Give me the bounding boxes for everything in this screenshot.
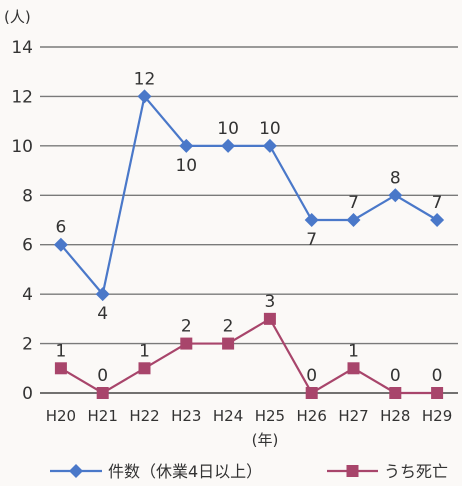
x-axis-unit-label: (年) [252, 431, 279, 449]
legend: 件数（休業4日以上） うち死亡 [50, 462, 448, 481]
data-point-diamond [137, 89, 152, 104]
legend-label: うち死亡 [384, 462, 448, 481]
y-tick-label: 4 [22, 285, 33, 305]
data-point-square [222, 337, 235, 350]
data-point-diamond [346, 213, 361, 227]
x-tick-label: H21 [88, 407, 118, 425]
y-tick-label: 10 [11, 137, 33, 157]
x-tick-label: H23 [171, 407, 201, 425]
data-label: 7 [432, 193, 443, 213]
data-label: 4 [97, 304, 108, 324]
data-label: 2 [223, 317, 234, 337]
data-point-diamond [430, 213, 445, 227]
data-point-diamond [221, 138, 236, 153]
x-tick-label: H29 [422, 407, 452, 425]
data-point-diamond [262, 138, 277, 153]
data-point-diamond [304, 213, 319, 227]
y-axis-unit-label: (人) [4, 8, 31, 26]
data-label: 0 [97, 366, 108, 386]
x-tick-label: H28 [380, 407, 410, 425]
data-label: 12 [134, 69, 156, 89]
data-label: 3 [264, 292, 275, 312]
data-label: 2 [181, 317, 192, 337]
data-point-square [263, 312, 276, 325]
series-1: 6 4 12 10 10 10 7 7 8 7 [53, 69, 445, 324]
data-label: 7 [348, 193, 359, 213]
data-label: 7 [306, 230, 317, 250]
y-tick-label: 12 [11, 87, 33, 107]
data-point-square [347, 362, 360, 375]
x-axis-ticks: H20 H21 H22 H23 H24 H25 H26 H27 H28 H29 [46, 407, 453, 425]
x-tick-label: H26 [297, 407, 327, 425]
y-tick-label: 8 [22, 186, 33, 206]
x-tick-label: H25 [255, 407, 285, 425]
data-point-diamond [179, 138, 194, 153]
data-point-square [389, 387, 402, 399]
data-point-diamond [388, 188, 403, 203]
data-point-square [305, 387, 318, 399]
x-tick-label: H24 [213, 407, 243, 425]
y-tick-label: 6 [22, 236, 33, 256]
gridlines [40, 46, 458, 394]
x-tick-label: H22 [129, 407, 159, 425]
data-point-square [96, 387, 109, 399]
data-point-square [138, 362, 151, 375]
data-label: 1 [55, 341, 66, 361]
x-tick-label: H27 [338, 407, 368, 425]
data-label: 0 [432, 366, 443, 386]
data-point-square [431, 387, 444, 399]
data-label: 10 [175, 156, 197, 176]
y-tick-label: 0 [22, 384, 33, 404]
x-tick-label: H20 [46, 407, 76, 425]
data-label: 10 [217, 119, 239, 139]
legend-item-2: うち死亡 [327, 462, 448, 481]
data-label: 0 [390, 366, 401, 386]
series-line [60, 317, 438, 395]
data-point-diamond [53, 237, 68, 252]
data-label: 10 [259, 119, 281, 139]
data-label: 8 [390, 168, 401, 188]
data-point-square [54, 362, 67, 375]
legend-item-1: 件数（休業4日以上） [50, 462, 262, 481]
y-axis-ticks: 0 2 4 6 8 10 12 14 [11, 38, 33, 404]
y-tick-label: 2 [22, 335, 33, 355]
legend-marker-diamond [69, 464, 83, 478]
data-point-square [180, 337, 193, 350]
legend-label: 件数（休業4日以上） [108, 462, 262, 481]
data-label: 1 [139, 341, 150, 361]
data-label: 0 [306, 366, 317, 386]
y-tick-label: 14 [11, 38, 33, 58]
series-2: 1 0 1 2 2 3 0 1 0 0 [54, 292, 444, 399]
data-label: 1 [348, 341, 359, 361]
legend-marker-square [346, 465, 359, 477]
data-point-diamond [95, 287, 110, 302]
data-label: 6 [55, 218, 66, 238]
series-line [60, 94, 438, 297]
